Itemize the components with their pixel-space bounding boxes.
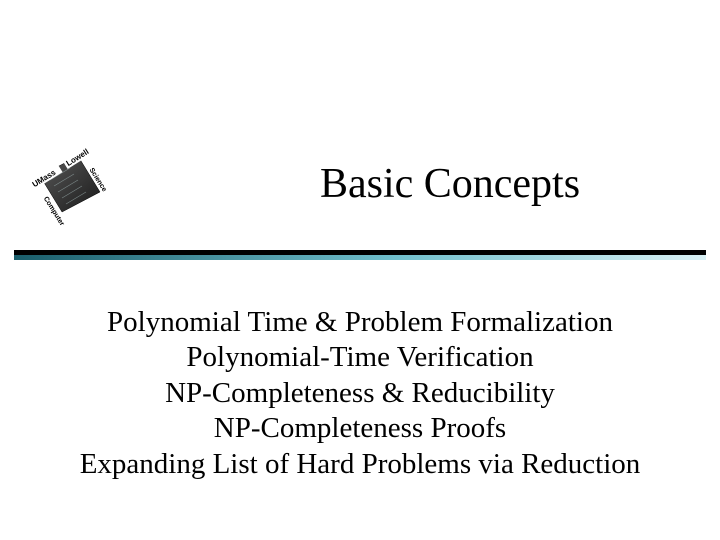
slide-title: Basic Concepts: [200, 160, 700, 208]
slide: UMass Lowell Computer Science: [0, 0, 720, 540]
body-line-3: NP-Completeness Proofs: [0, 411, 720, 446]
logo-svg: UMass Lowell Computer Science: [18, 140, 122, 228]
body-line-1: Polynomial-Time Verification: [0, 340, 720, 375]
divider-bar-bottom: [14, 255, 706, 260]
divider: [14, 250, 706, 260]
body-line-0: Polynomial Time & Problem Formalization: [0, 305, 720, 340]
body-line-4: Expanding List of Hard Problems via Redu…: [0, 447, 720, 482]
body-content: Polynomial Time & Problem Formalization …: [0, 305, 720, 482]
university-logo: UMass Lowell Computer Science: [18, 140, 122, 228]
body-line-2: NP-Completeness & Reducibility: [0, 376, 720, 411]
